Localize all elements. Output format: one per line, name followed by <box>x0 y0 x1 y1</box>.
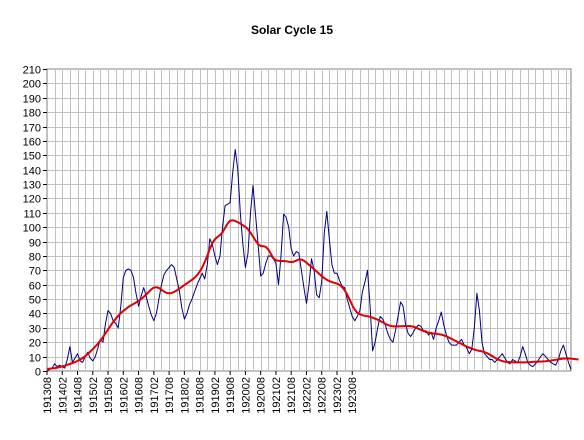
series-smoothed-line <box>46 219 579 370</box>
y-tick-label: 150 <box>23 151 41 163</box>
y-tick-label: 130 <box>23 180 41 192</box>
x-tick-label: 192102 <box>271 377 283 414</box>
x-tick-label: 191602 <box>118 377 130 414</box>
y-tick-label: 70 <box>29 266 41 278</box>
x-tick-label: 191902 <box>210 377 222 414</box>
y-tick-label: 210 <box>23 65 41 77</box>
x-tick-label: 191708 <box>164 377 176 414</box>
x-tick-label: 191608 <box>134 377 146 414</box>
plot-border <box>46 68 572 372</box>
y-tick-label: 190 <box>23 94 41 106</box>
y-tick-label: 180 <box>23 108 41 120</box>
x-tick-label: 192002 <box>240 377 252 414</box>
y-tick-label: 40 <box>29 309 41 321</box>
y-tick-label: 20 <box>29 338 41 350</box>
x-tick-label: 192202 <box>301 377 313 414</box>
x-tick-label: 192208 <box>317 377 329 414</box>
y-tick-label: 100 <box>23 223 41 235</box>
y-tick-label: 50 <box>29 295 41 307</box>
chart-title: Solar Cycle 15 <box>251 23 333 37</box>
x-tick-label: 192302 <box>332 377 344 414</box>
y-tick-label: 140 <box>23 166 41 178</box>
x-tick-label: 191408 <box>73 377 85 414</box>
y-tick-label: 120 <box>23 194 41 206</box>
y-tick-label: 90 <box>29 238 41 250</box>
x-tick-label: 192308 <box>347 377 359 414</box>
x-tick-label: 192008 <box>256 377 268 414</box>
y-tick-label: 0 <box>35 367 41 379</box>
plot-area: 0 10 20 30 40 50 60 70 80 90 100 110 120 130 140 150 160… <box>23 65 579 414</box>
y-tick-label: 60 <box>29 281 41 293</box>
y-tick-label: 160 <box>23 137 41 149</box>
series-monthly-line <box>46 149 572 372</box>
y-tick-label: 200 <box>23 79 41 91</box>
y-tick-label: 170 <box>23 123 41 135</box>
x-tick-label: 191508 <box>103 377 115 414</box>
y-tick-label: 10 <box>29 353 41 365</box>
y-tick-label: 80 <box>29 252 41 264</box>
x-tick-label: 191808 <box>195 377 207 414</box>
y-tick-label: 30 <box>29 324 41 336</box>
x-tick-label: 191702 <box>149 377 161 414</box>
x-tick-label: 191308 <box>42 377 54 414</box>
x-tick-label: 191802 <box>179 377 191 414</box>
x-tick-label: 191908 <box>225 377 237 414</box>
x-tick-label: 192108 <box>286 377 298 414</box>
x-tick-label: 191402 <box>57 377 69 414</box>
x-tick-label: 191502 <box>88 377 100 414</box>
y-tick-label: 110 <box>23 209 41 221</box>
